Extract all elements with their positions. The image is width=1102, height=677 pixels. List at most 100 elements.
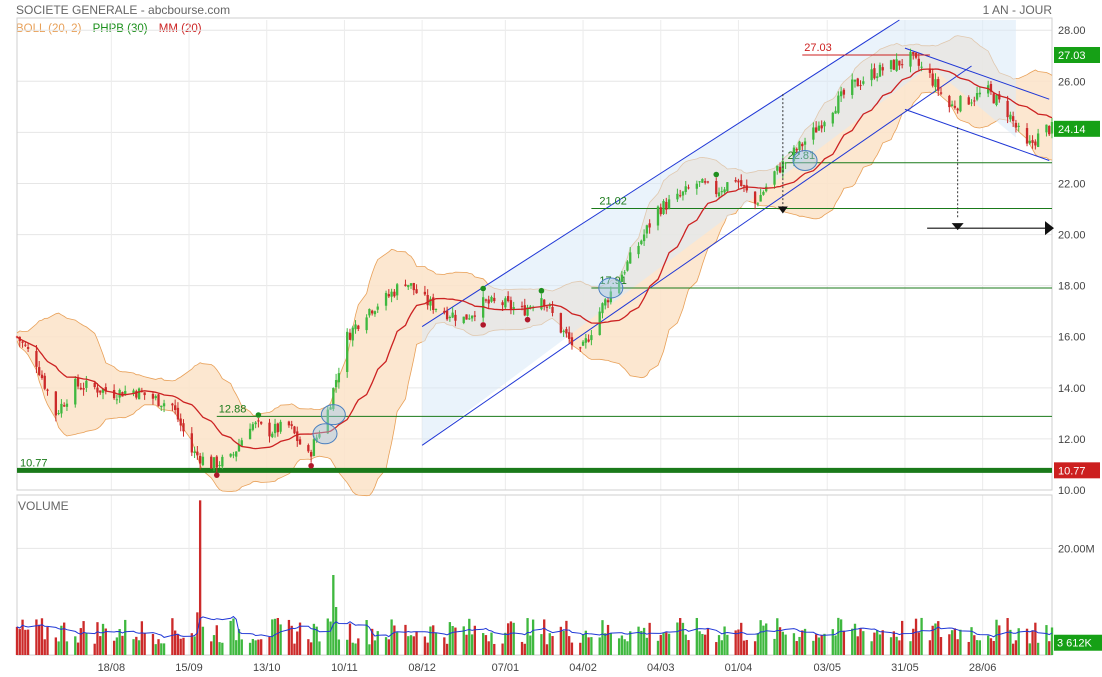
y-tick-3: 16.00 bbox=[1058, 332, 1086, 344]
candle-body-241 bbox=[950, 104, 954, 107]
y-tick-9: 28.00 bbox=[1058, 25, 1086, 37]
volume-bar-220 bbox=[870, 641, 873, 655]
candle-body-116 bbox=[465, 314, 468, 320]
candle-body-192 bbox=[759, 194, 762, 202]
volume-bar-172 bbox=[681, 622, 685, 655]
volume-bar-36 bbox=[154, 644, 157, 655]
volume-bar-79 bbox=[318, 641, 321, 655]
volume-bar-116 bbox=[465, 634, 468, 655]
volume-bar-125 bbox=[501, 643, 504, 655]
candle-body-79 bbox=[318, 434, 321, 438]
candle-body-202 bbox=[798, 141, 801, 150]
volume-bar-213 bbox=[839, 619, 843, 655]
candle-body-165 bbox=[656, 206, 660, 226]
candle-body-34 bbox=[143, 392, 146, 396]
candle-body-214 bbox=[842, 89, 846, 95]
volume-bar-147 bbox=[584, 630, 587, 655]
volume-bar-190 bbox=[753, 641, 757, 655]
period-label[interactable]: 1 AN - JOUR bbox=[982, 3, 1052, 17]
volume-bar-159 bbox=[629, 631, 632, 655]
volume-bar-82 bbox=[332, 575, 335, 655]
candle-body-251 bbox=[989, 84, 993, 92]
ma-line bbox=[16, 68, 1053, 450]
volume-bar-24 bbox=[104, 628, 107, 655]
candle-body-3 bbox=[24, 344, 27, 346]
volume-bar-92 bbox=[371, 628, 374, 655]
volume-bar-30 bbox=[132, 639, 135, 655]
candle-body-64 bbox=[260, 421, 263, 424]
candle-body-167 bbox=[662, 201, 665, 214]
candle-body-118 bbox=[470, 315, 474, 319]
volume-bar-119 bbox=[473, 625, 477, 655]
volume-bar-149 bbox=[590, 637, 593, 655]
candle-body-219 bbox=[862, 81, 865, 84]
candle-body-2 bbox=[21, 341, 24, 343]
candle-body-26 bbox=[115, 399, 119, 401]
volume-bar-151 bbox=[601, 620, 604, 655]
x-tick-10: 31/05 bbox=[891, 662, 919, 674]
volume-bar-8 bbox=[43, 639, 46, 655]
volume-bar-174 bbox=[687, 640, 690, 655]
candle-body-244 bbox=[959, 95, 962, 112]
candle-body-186 bbox=[737, 180, 740, 183]
trend-channel bbox=[421, 19, 1050, 446]
y-tick-4: 18.00 bbox=[1058, 281, 1086, 293]
volume-bar-139 bbox=[551, 636, 554, 655]
volume-bar-26 bbox=[115, 637, 119, 655]
volume-bar-103 bbox=[412, 636, 415, 655]
y-tick-1: 12.00 bbox=[1058, 434, 1086, 446]
volume-bar-258 bbox=[1014, 640, 1018, 655]
volume-bar-153 bbox=[606, 624, 610, 655]
candle-body-55 bbox=[229, 453, 232, 457]
volume-bar-84 bbox=[337, 639, 341, 655]
volume-bar-21 bbox=[96, 622, 99, 655]
candle-body-47 bbox=[196, 451, 199, 456]
candle-body-80 bbox=[326, 409, 329, 434]
volume-bar-134 bbox=[531, 619, 535, 655]
candle-body-4 bbox=[26, 347, 30, 349]
level-label-0: 10.77 bbox=[20, 457, 48, 469]
volume-bar-105 bbox=[423, 636, 427, 655]
candle-body-174 bbox=[687, 187, 690, 189]
legend-phpb[interactable]: PHPB (30) bbox=[92, 23, 148, 35]
pivot-high-63 bbox=[255, 412, 262, 418]
candle-body-146 bbox=[581, 341, 585, 346]
candle-body-235 bbox=[928, 68, 932, 73]
indicator-legend: BOLL (20, 2) PHPB (30) MM (20) bbox=[16, 23, 210, 35]
price-frame bbox=[16, 17, 1053, 491]
volume-bar-19 bbox=[85, 633, 88, 655]
candle-body-228 bbox=[898, 60, 901, 66]
legend-mm[interactable]: MM (20) bbox=[158, 23, 202, 35]
volume-bar-62 bbox=[254, 640, 257, 655]
volume-bar-93 bbox=[373, 640, 377, 655]
candle-body-160 bbox=[637, 245, 640, 255]
volume-bar-37 bbox=[157, 639, 160, 655]
pivot-low-120 bbox=[480, 322, 486, 328]
candle-body-43 bbox=[179, 418, 182, 426]
volume-bar-189 bbox=[745, 639, 748, 655]
candle-body-11 bbox=[57, 413, 60, 415]
volume-bar-256 bbox=[1009, 629, 1012, 655]
candle-body-111 bbox=[445, 310, 449, 320]
volume-bar-263 bbox=[1034, 622, 1037, 655]
volume-bar-124 bbox=[493, 643, 496, 655]
candle-body-227 bbox=[895, 59, 898, 71]
tag-last-price: 24.14 bbox=[1058, 124, 1086, 136]
candle-body-179 bbox=[706, 181, 710, 183]
level-label-3: 21.02 bbox=[599, 196, 627, 208]
volume-bar-17 bbox=[79, 628, 82, 655]
volume-bar-150 bbox=[598, 637, 601, 655]
candle-body-7 bbox=[40, 374, 44, 379]
legend-boll[interactable]: BOLL (20, 2) bbox=[16, 23, 82, 35]
candle-body-247 bbox=[973, 100, 976, 102]
volume-bar-185 bbox=[734, 630, 737, 655]
candle-body-172 bbox=[681, 191, 685, 196]
pivot-markers bbox=[213, 171, 720, 478]
candle-body-194 bbox=[765, 186, 768, 192]
volume-bar-218 bbox=[859, 628, 862, 655]
volume-bar-243 bbox=[956, 639, 959, 655]
x-tick-8: 01/04 bbox=[725, 662, 753, 674]
volume-bar-225 bbox=[889, 637, 893, 655]
volume-bar-178 bbox=[703, 634, 707, 655]
